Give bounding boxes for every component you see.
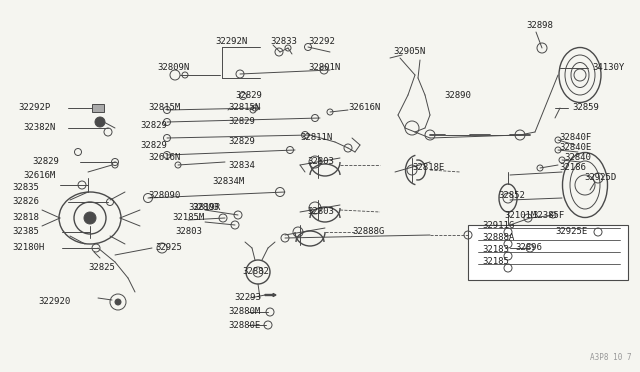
- Text: 32829: 32829: [228, 138, 255, 147]
- Text: 32834: 32834: [228, 160, 255, 170]
- Text: 32809N: 32809N: [157, 64, 189, 73]
- Text: 32292N: 32292N: [215, 38, 247, 46]
- Text: 32898: 32898: [526, 20, 553, 29]
- Text: 32925D: 32925D: [584, 173, 616, 183]
- Text: 32890: 32890: [444, 90, 471, 99]
- Text: 32185M: 32185M: [172, 214, 204, 222]
- Text: 32835: 32835: [12, 183, 39, 192]
- Text: 322920: 322920: [38, 298, 70, 307]
- Text: 32803: 32803: [307, 208, 334, 217]
- Text: 32819R: 32819R: [188, 203, 220, 212]
- Text: 32859: 32859: [572, 103, 599, 112]
- Text: 32616N: 32616N: [148, 154, 180, 163]
- Text: 32880M: 32880M: [228, 308, 260, 317]
- Circle shape: [115, 299, 121, 305]
- Text: 32803: 32803: [192, 203, 219, 212]
- Text: 32815M: 32815M: [148, 103, 180, 112]
- Text: 32616N: 32616N: [348, 103, 380, 112]
- Text: 32185: 32185: [482, 257, 509, 266]
- Circle shape: [84, 212, 96, 224]
- Circle shape: [95, 117, 105, 127]
- Text: 32803: 32803: [175, 228, 202, 237]
- Text: 32616M: 32616M: [23, 170, 55, 180]
- Text: 32811N: 32811N: [300, 134, 332, 142]
- Text: 32829: 32829: [140, 121, 167, 129]
- Text: 32818: 32818: [12, 214, 39, 222]
- Text: 32882: 32882: [242, 267, 269, 276]
- Text: 32801N: 32801N: [308, 64, 340, 73]
- Text: 32905N: 32905N: [393, 48, 425, 57]
- Text: 32888G: 32888G: [352, 228, 384, 237]
- Text: 328090: 328090: [148, 190, 180, 199]
- Text: 32852: 32852: [498, 190, 525, 199]
- Text: 32825: 32825: [88, 263, 115, 273]
- Text: 32888A: 32888A: [482, 234, 515, 243]
- Text: 32829: 32829: [235, 90, 262, 99]
- Text: 32896: 32896: [515, 244, 542, 253]
- Text: 32880E: 32880E: [228, 321, 260, 330]
- Text: 32293: 32293: [234, 294, 261, 302]
- Text: 32101M: 32101M: [504, 211, 536, 219]
- Text: 32183: 32183: [482, 246, 509, 254]
- Text: 32840E: 32840E: [559, 144, 591, 153]
- Text: 32186: 32186: [559, 164, 586, 173]
- Text: 32292: 32292: [308, 38, 335, 46]
- Text: 32829: 32829: [32, 157, 59, 167]
- Text: 32840: 32840: [564, 154, 591, 163]
- Text: 34130Y: 34130Y: [592, 64, 624, 73]
- Text: 32180H: 32180H: [12, 244, 44, 253]
- Text: 32829: 32829: [228, 118, 255, 126]
- Text: 32840F: 32840F: [559, 134, 591, 142]
- Bar: [92, 104, 104, 112]
- Text: 32815N: 32815N: [228, 103, 260, 112]
- Text: 32925E: 32925E: [555, 228, 588, 237]
- Text: 32803: 32803: [307, 157, 334, 167]
- Bar: [468, 225, 628, 280]
- Text: 32911G: 32911G: [482, 221, 515, 230]
- FancyArrow shape: [265, 294, 276, 296]
- Text: 32826: 32826: [12, 198, 39, 206]
- Text: 32833: 32833: [270, 38, 297, 46]
- Text: 32385: 32385: [12, 228, 39, 237]
- Text: 32818E: 32818E: [412, 164, 444, 173]
- Text: 32834M: 32834M: [212, 177, 244, 186]
- Text: 32292P: 32292P: [18, 103, 51, 112]
- Text: 32829: 32829: [140, 141, 167, 150]
- Text: A3P8 10 7: A3P8 10 7: [590, 353, 632, 362]
- Text: 32382N: 32382N: [23, 124, 55, 132]
- Text: 32385F: 32385F: [532, 211, 564, 219]
- Text: 32925: 32925: [155, 244, 182, 253]
